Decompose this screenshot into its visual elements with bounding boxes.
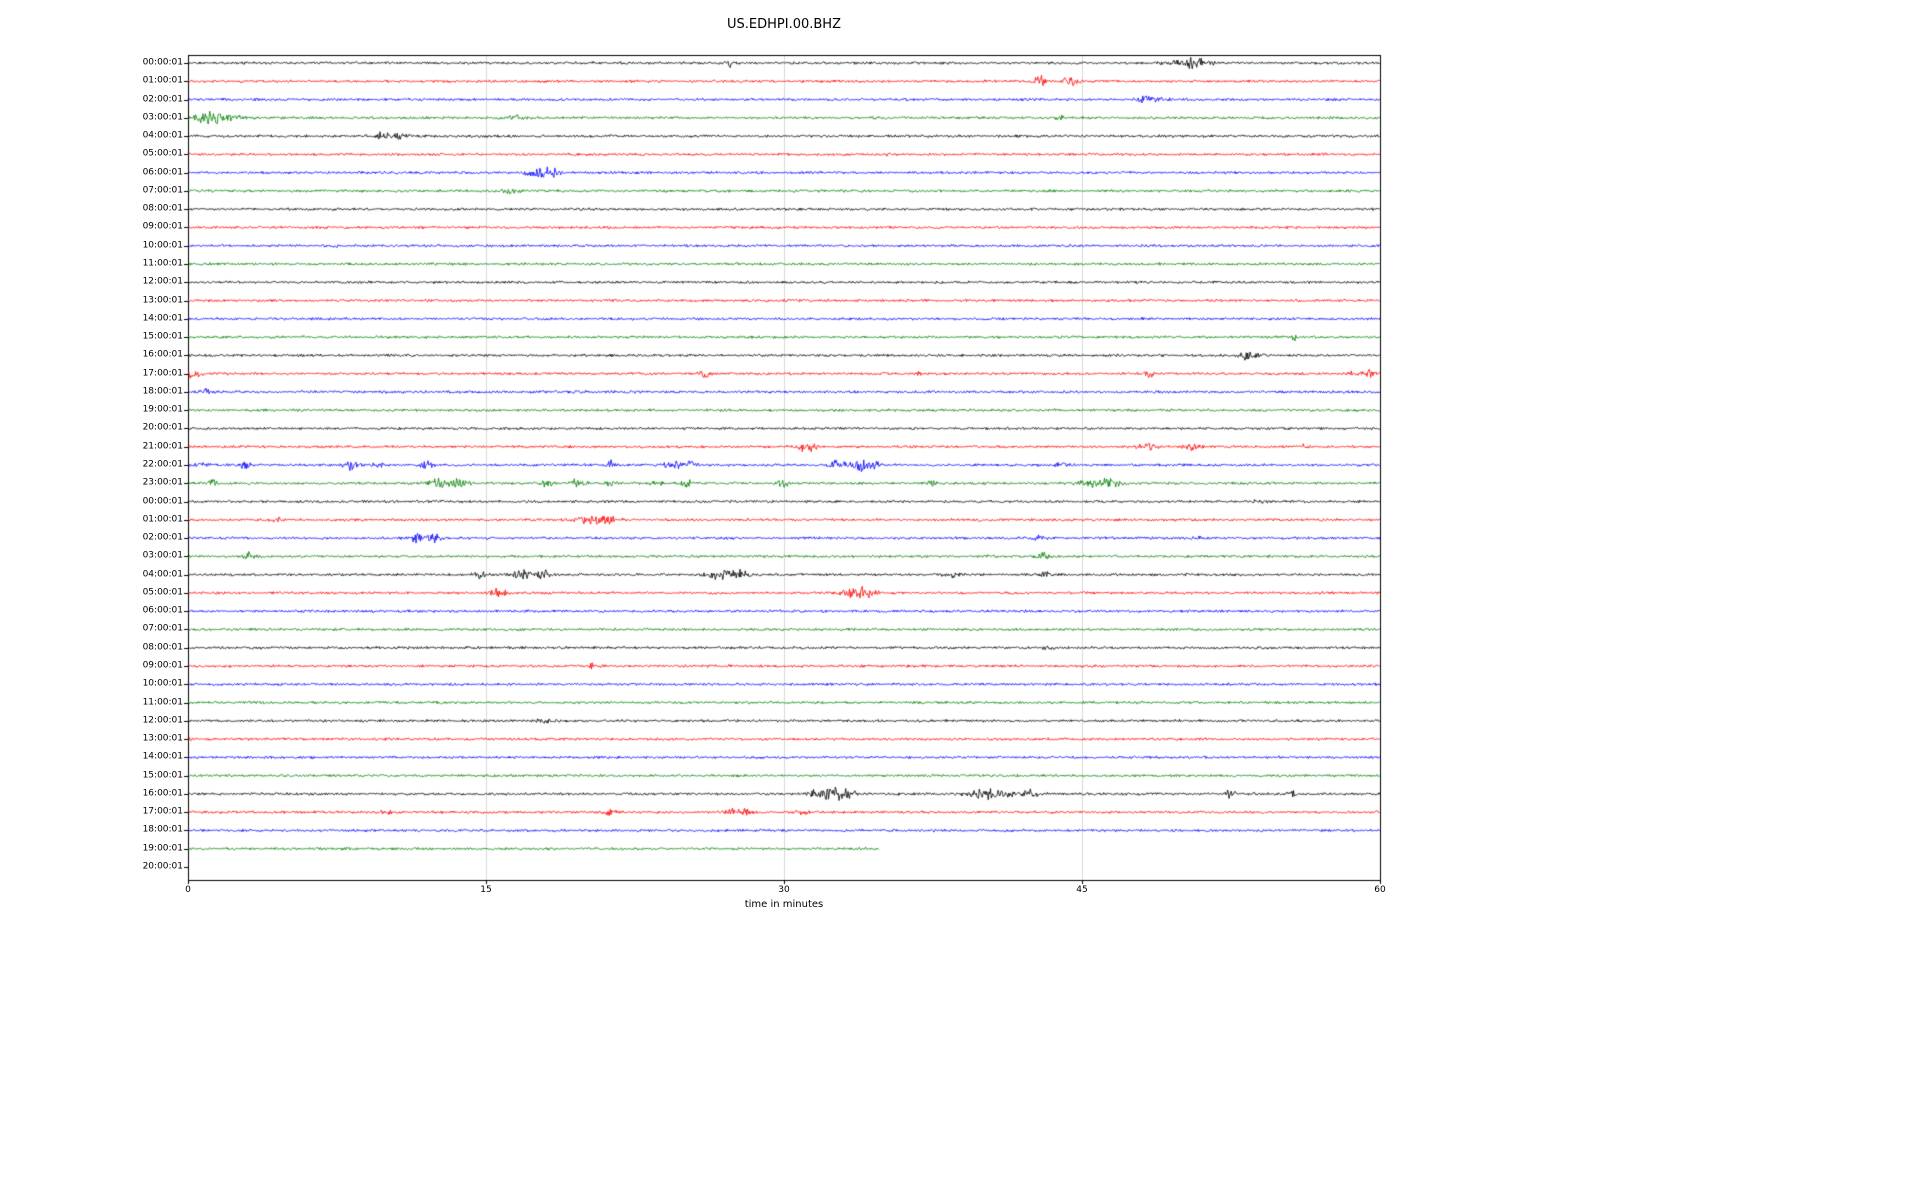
y-tick-label: 04:00:01: [142, 569, 183, 580]
y-tick-label: 13:00:01: [142, 733, 183, 744]
y-tick-label: 01:00:01: [142, 75, 183, 86]
y-tick-label: 09:00:01: [142, 221, 183, 232]
y-tick-label: 17:00:01: [142, 368, 183, 379]
y-tick-label: 15:00:01: [142, 331, 183, 342]
x-tick-label: 45: [1076, 885, 1088, 895]
y-tick-label: 14:00:01: [142, 313, 183, 324]
y-tick-label: 16:00:01: [142, 349, 183, 360]
y-tick-label: 16:00:01: [142, 788, 183, 799]
y-tick-label: 15:00:01: [142, 770, 183, 781]
y-tick-label: 08:00:01: [142, 642, 183, 653]
x-tick-label: 0: [185, 885, 191, 895]
y-tick-label: 01:00:01: [142, 514, 183, 525]
chart-title: US.EDHPI.00.BHZ: [727, 17, 841, 32]
y-tick-label: 11:00:01: [142, 258, 183, 269]
y-tick-label: 00:00:01: [142, 496, 183, 507]
y-tick-label: 06:00:01: [142, 605, 183, 616]
y-tick-label: 05:00:01: [142, 587, 183, 598]
y-tick-label: 00:00:01: [142, 57, 183, 68]
y-tick-label: 13:00:01: [142, 295, 183, 306]
y-tick-label: 18:00:01: [142, 824, 183, 835]
y-tick-label: 22:00:01: [142, 459, 183, 470]
x-tick-label: 30: [778, 885, 790, 895]
y-tick-label: 02:00:01: [142, 94, 183, 105]
y-tick-label: 07:00:01: [142, 623, 183, 634]
y-tick-label: 12:00:01: [142, 715, 183, 726]
y-tick-label: 12:00:01: [142, 276, 183, 287]
y-tick-label: 07:00:01: [142, 185, 183, 196]
x-tick-label: 15: [480, 885, 492, 895]
y-tick-label: 03:00:01: [142, 550, 183, 561]
y-tick-label: 03:00:01: [142, 112, 183, 123]
y-tick-label: 23:00:01: [142, 477, 183, 488]
y-tick-label: 20:00:01: [142, 422, 183, 433]
y-tick-label: 08:00:01: [142, 203, 183, 214]
y-tick-label: 14:00:01: [142, 751, 183, 762]
y-tick-label: 18:00:01: [142, 386, 183, 397]
y-tick-label: 19:00:01: [142, 404, 183, 415]
y-tick-label: 02:00:01: [142, 532, 183, 543]
x-tick-label: 60: [1374, 885, 1386, 895]
y-tick-label: 09:00:01: [142, 660, 183, 671]
y-tick-label: 06:00:01: [142, 167, 183, 178]
y-tick-label: 19:00:01: [142, 843, 183, 854]
y-tick-label: 05:00:01: [142, 148, 183, 159]
y-tick-label: 10:00:01: [142, 678, 183, 689]
y-tick-label: 20:00:01: [142, 861, 183, 872]
y-tick-label: 04:00:01: [142, 130, 183, 141]
y-tick-label: 21:00:01: [142, 441, 183, 452]
y-tick-label: 11:00:01: [142, 697, 183, 708]
y-tick-label: 17:00:01: [142, 806, 183, 817]
x-axis-title: time in minutes: [744, 899, 824, 910]
y-tick-label: 10:00:01: [142, 240, 183, 251]
